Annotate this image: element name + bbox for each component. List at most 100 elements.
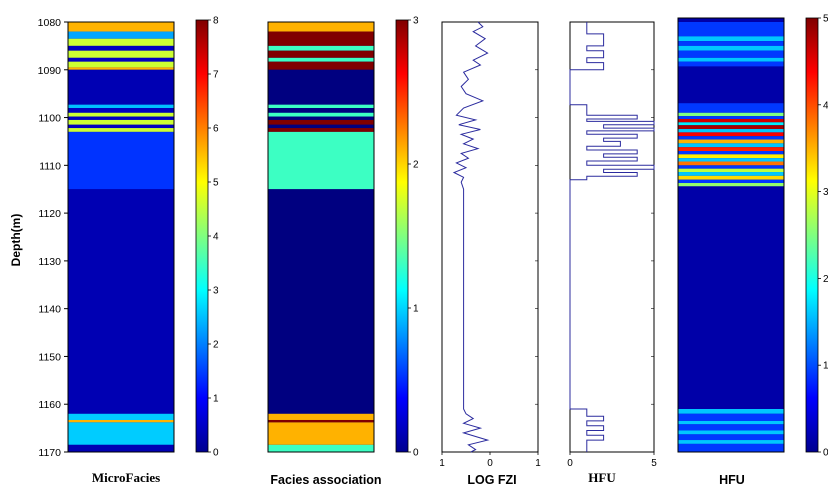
strip-interval bbox=[678, 172, 784, 176]
strip-interval bbox=[268, 124, 374, 129]
colorbar-tick-label: 1 bbox=[413, 304, 419, 315]
colorbar-tick-label: 5 bbox=[823, 14, 828, 25]
microfacies-colorbar: 0 1 2 3 4 5 6 7 8 bbox=[195, 16, 219, 459]
strip-interval bbox=[68, 69, 174, 105]
log-fzi-frame bbox=[441, 21, 539, 453]
strip-interval bbox=[268, 112, 374, 117]
strip-interval bbox=[678, 443, 784, 452]
strip-interval bbox=[268, 108, 374, 113]
strip-interval bbox=[678, 125, 784, 130]
strip-interval bbox=[678, 66, 784, 104]
facies-association-frame bbox=[267, 21, 375, 453]
colorbar-tick-label: 7 bbox=[213, 70, 219, 81]
strip-interval bbox=[678, 430, 784, 435]
strip-interval bbox=[268, 413, 374, 420]
x-tick-label: 0 bbox=[567, 458, 573, 469]
strip-interval bbox=[68, 444, 174, 452]
strip-interval bbox=[678, 112, 784, 117]
strip-interval bbox=[68, 116, 174, 120]
depth-tick-label: 1100 bbox=[38, 113, 61, 125]
log-fzi-curve bbox=[452, 21, 490, 453]
strip-interval bbox=[268, 189, 374, 414]
facies-association-strip bbox=[268, 22, 374, 452]
strip-interval bbox=[678, 409, 784, 414]
hfu-step-frame bbox=[569, 21, 655, 453]
strip-interval bbox=[678, 165, 784, 169]
strip-interval bbox=[68, 38, 174, 46]
log-fzi-label: LOG FZI bbox=[467, 473, 516, 487]
hfu-colorbar: 0 1 2 3 4 5 bbox=[805, 14, 828, 459]
hfu-strip-label: HFU bbox=[719, 473, 745, 487]
colorbar-tick-label: 5 bbox=[213, 178, 219, 189]
strip-interval bbox=[68, 131, 174, 190]
facies-association-colorbar: 0 1 2 3 bbox=[395, 16, 419, 459]
strip-interval bbox=[678, 122, 784, 126]
strip-interval bbox=[268, 419, 374, 423]
strip-interval bbox=[68, 422, 174, 445]
strip-interval bbox=[678, 168, 784, 173]
strip-interval bbox=[678, 183, 784, 187]
strip-interval bbox=[68, 419, 174, 423]
colorbar-tick-label: 0 bbox=[413, 448, 419, 459]
strip-interval bbox=[268, 31, 374, 46]
strip-interval bbox=[68, 189, 174, 414]
strip-interval bbox=[678, 413, 784, 421]
microfacies-strip bbox=[68, 22, 174, 452]
colorbar-tick-label: 4 bbox=[823, 100, 828, 111]
depth-axis-label: Depth(m) bbox=[9, 214, 23, 267]
colorbar-gradient bbox=[395, 19, 409, 453]
colorbar-tick-label: 3 bbox=[413, 16, 419, 27]
strip-interval bbox=[268, 57, 374, 62]
depth-axis: 1080 1090 1100 1110 1120 1130 1140 1150 1160 1170 bbox=[38, 17, 68, 459]
log-fzi-axis: 1 0 1 bbox=[439, 21, 541, 469]
strip-interval bbox=[268, 444, 374, 452]
strip-interval bbox=[678, 50, 784, 58]
microfacies-frame bbox=[67, 21, 175, 453]
colorbar-tick-label: 2 bbox=[213, 340, 219, 351]
strip-interval bbox=[68, 50, 174, 58]
strip-interval bbox=[268, 45, 374, 51]
colorbar-tick-label: 2 bbox=[823, 274, 828, 285]
strip-interval bbox=[68, 124, 174, 129]
strip-interval bbox=[678, 158, 784, 162]
depth-tick-label: 1160 bbox=[38, 399, 61, 411]
strip-interval bbox=[678, 61, 784, 67]
track-facies-association: 0 1 2 3 Facies association bbox=[267, 16, 419, 487]
strip-interval bbox=[68, 22, 174, 32]
strip-interval bbox=[678, 45, 784, 51]
strip-interval bbox=[678, 186, 784, 409]
strip-interval bbox=[678, 175, 784, 180]
colorbar-gradient bbox=[805, 17, 819, 453]
depth-tick-label: 1150 bbox=[38, 351, 61, 363]
depth-tick-label: 1080 bbox=[38, 17, 62, 29]
strip-interval bbox=[678, 136, 784, 140]
strip-interval bbox=[268, 50, 374, 58]
strip-interval bbox=[68, 67, 174, 70]
track-hfu-strip: 0 1 2 3 4 5 HFU bbox=[677, 14, 828, 487]
colorbar-gradient bbox=[195, 19, 209, 453]
strip-interval bbox=[268, 22, 374, 32]
depth-tick-label: 1170 bbox=[38, 447, 61, 459]
facies-association-label: Facies association bbox=[270, 473, 381, 487]
strip-interval bbox=[678, 36, 784, 42]
strip-interval bbox=[678, 440, 784, 444]
strip-interval bbox=[68, 112, 174, 117]
colorbar-tick-label: 4 bbox=[213, 232, 219, 243]
strip-interval bbox=[68, 413, 174, 420]
depth-tick-label: 1110 bbox=[39, 160, 61, 172]
depth-tick-label: 1120 bbox=[38, 208, 61, 220]
strip-interval bbox=[68, 108, 174, 113]
strip-interval bbox=[678, 116, 784, 119]
strip-interval bbox=[678, 103, 784, 113]
track-log-fzi: 1 0 1 LOG FZI bbox=[439, 21, 541, 487]
strip-interval bbox=[678, 161, 784, 166]
colorbar-tick-label: 0 bbox=[213, 448, 219, 459]
colorbar-tick-label: 1 bbox=[213, 394, 219, 405]
strip-interval bbox=[678, 57, 784, 62]
strip-interval bbox=[678, 118, 784, 123]
colorbar-tick-label: 0 bbox=[823, 448, 828, 459]
strip-interval bbox=[68, 45, 174, 51]
colorbar-tick-label: 6 bbox=[213, 124, 219, 135]
